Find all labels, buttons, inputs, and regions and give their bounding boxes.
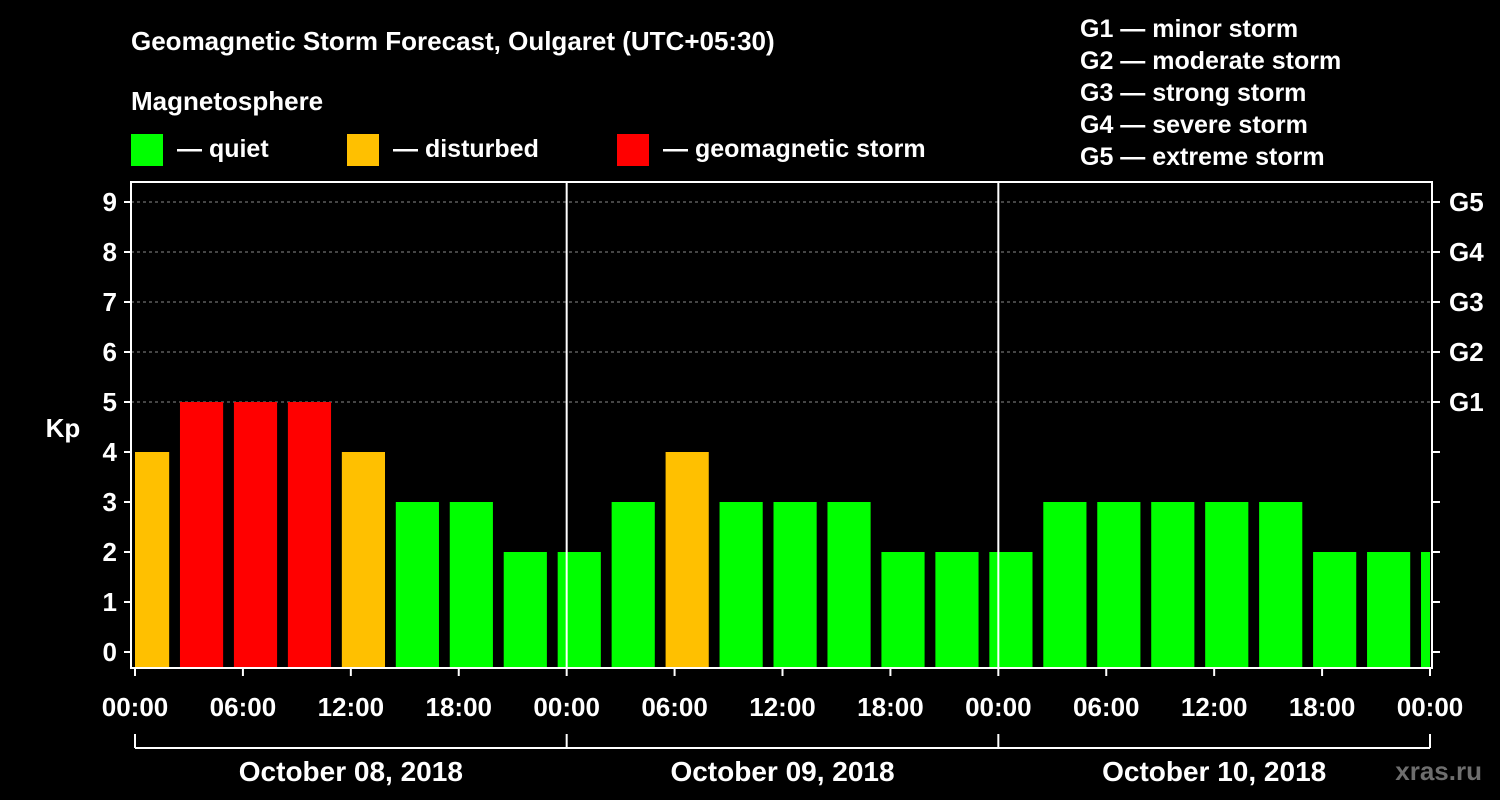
y-tick-label: 3	[103, 487, 117, 517]
x-tick-label: 06:00	[210, 692, 277, 722]
date-label: October 09, 2018	[670, 756, 894, 787]
axes	[124, 181, 1440, 749]
y-tick-label: 0	[103, 637, 117, 667]
kp-bar	[135, 452, 170, 668]
kp-bar	[1151, 502, 1195, 668]
y-tick-label: 2	[103, 537, 117, 567]
x-tick-label: 06:00	[641, 692, 708, 722]
storm-level-label: G1	[1449, 387, 1484, 417]
x-tick-label: 12:00	[1181, 692, 1248, 722]
legend-swatch-disturbed	[347, 134, 379, 166]
kp-bar	[665, 452, 709, 668]
kp-bar	[287, 402, 332, 668]
y-tick-label: 1	[103, 587, 117, 617]
legend-heading: Magnetosphere	[131, 86, 323, 116]
x-tick-label: 12:00	[749, 692, 816, 722]
kp-bar	[827, 502, 871, 668]
x-tick-label: 18:00	[426, 692, 493, 722]
kp-bar	[1205, 502, 1249, 668]
legend-swatch-storm	[617, 134, 649, 166]
x-tick-label: 00:00	[965, 692, 1032, 722]
y-tick-label: 8	[103, 237, 117, 267]
storm-level-label: G3	[1449, 287, 1484, 317]
chart-title: Geomagnetic Storm Forecast, Oulgaret (UT…	[131, 26, 775, 56]
x-tick-label: 00:00	[533, 692, 600, 722]
kp-bar	[773, 502, 817, 668]
kp-bar	[395, 502, 439, 668]
legend-label-disturbed: — disturbed	[393, 135, 539, 163]
watermark: xras.ru	[1395, 756, 1482, 786]
storm-level-label: G4	[1449, 237, 1484, 267]
storm-level-g4: G4 — severe storm	[1080, 111, 1308, 139]
kp-bar	[341, 452, 386, 668]
grid-lines	[131, 201, 1432, 403]
storm-level-label: G2	[1449, 337, 1484, 367]
date-label: October 10, 2018	[1102, 756, 1326, 787]
y-axis-label: Kp	[46, 413, 81, 443]
storm-level-g5: G5 — extreme storm	[1080, 143, 1325, 171]
storm-level-label: G5	[1449, 187, 1484, 217]
storm-level-g2: G2 — moderate storm	[1080, 47, 1341, 75]
kp-bar	[503, 552, 547, 668]
kp-bar	[1097, 502, 1141, 668]
kp-bar	[557, 552, 601, 668]
x-tick-label: 00:00	[102, 692, 169, 722]
axis-labels: 0 1 2 3 4 5 6 7 8 9 G1 G2 G3 G4 G5 00:00 06:00 12:00 18:00…	[102, 187, 1484, 787]
legend-label-storm: — geomagnetic storm	[663, 135, 926, 163]
kp-bar	[449, 502, 493, 668]
kp-bar	[233, 402, 278, 668]
storm-level-g1: G1 — minor storm	[1080, 15, 1298, 43]
kp-bar	[1367, 552, 1411, 668]
kp-bar	[1421, 552, 1430, 668]
x-tick-label: 06:00	[1073, 692, 1140, 722]
bars	[135, 402, 1430, 668]
x-tick-label: 18:00	[857, 692, 924, 722]
kp-bar	[719, 502, 763, 668]
kp-bar	[881, 552, 925, 668]
kp-bar	[935, 552, 979, 668]
y-tick-label: 4	[103, 437, 118, 467]
kp-bar	[989, 552, 1033, 668]
y-tick-label: 9	[103, 187, 117, 217]
legend-label-quiet: — quiet	[177, 135, 269, 163]
kp-bar	[1313, 552, 1357, 668]
kp-bar	[1043, 502, 1087, 668]
y-tick-label: 5	[103, 387, 117, 417]
x-tick-label: 12:00	[318, 692, 385, 722]
kp-bar	[611, 502, 655, 668]
x-tick-label: 18:00	[1289, 692, 1356, 722]
y-tick-label: 7	[103, 287, 117, 317]
storm-level-g3: G3 — strong storm	[1080, 79, 1306, 107]
x-tick-label: 00:00	[1397, 692, 1464, 722]
date-label: October 08, 2018	[239, 756, 463, 787]
kp-bar	[1259, 502, 1303, 668]
legend-swatch-quiet	[131, 134, 163, 166]
kp-bar	[179, 402, 224, 668]
y-tick-label: 6	[103, 337, 117, 367]
